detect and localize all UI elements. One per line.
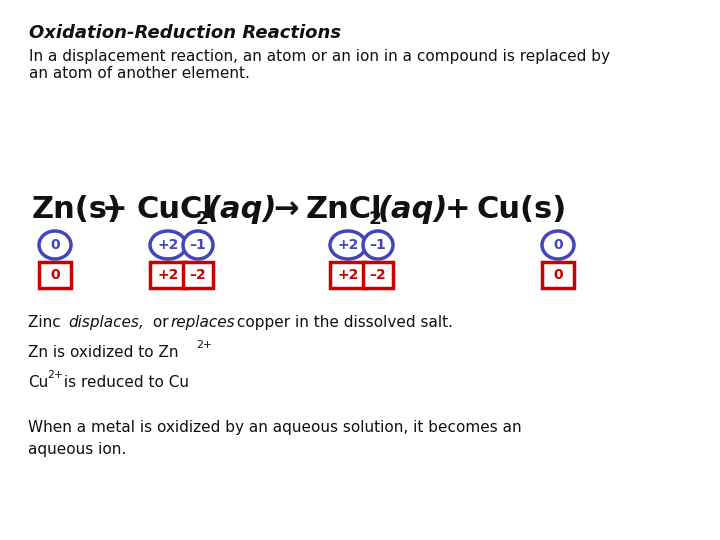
Ellipse shape: [363, 231, 393, 259]
Text: +2: +2: [337, 238, 359, 252]
Text: Zn(s): Zn(s): [32, 195, 122, 225]
Text: –2: –2: [369, 268, 387, 282]
Text: –1: –1: [369, 238, 387, 252]
Text: or: or: [148, 315, 174, 330]
FancyBboxPatch shape: [39, 262, 71, 288]
Text: 2: 2: [196, 210, 209, 228]
FancyBboxPatch shape: [363, 262, 393, 288]
Text: Zinc: Zinc: [28, 315, 66, 330]
Text: Cu(s): Cu(s): [477, 195, 567, 225]
Text: CuCl: CuCl: [136, 195, 213, 225]
Text: Oxidation-Reduction Reactions: Oxidation-Reduction Reactions: [29, 24, 341, 42]
Text: +2: +2: [337, 268, 359, 282]
Ellipse shape: [183, 231, 213, 259]
Text: 0: 0: [553, 238, 563, 252]
Text: 0: 0: [50, 238, 60, 252]
Text: 0: 0: [553, 268, 563, 282]
FancyBboxPatch shape: [183, 262, 213, 288]
Text: (aq): (aq): [207, 195, 277, 225]
Text: –2: –2: [189, 268, 207, 282]
Text: 2+: 2+: [47, 370, 63, 380]
Ellipse shape: [150, 231, 186, 259]
Text: –1: –1: [189, 238, 207, 252]
Text: displaces,: displaces,: [68, 315, 144, 330]
Text: aqueous ion.: aqueous ion.: [28, 442, 126, 457]
Text: (aq): (aq): [378, 195, 449, 225]
Text: →: →: [274, 195, 299, 225]
Text: ZnCl: ZnCl: [306, 195, 382, 225]
Text: When a metal is oxidized by an aqueous solution, it becomes an: When a metal is oxidized by an aqueous s…: [28, 420, 521, 435]
Text: is reduced to Cu: is reduced to Cu: [59, 375, 189, 390]
Text: +: +: [102, 195, 128, 225]
Text: an atom of another element.: an atom of another element.: [29, 66, 250, 81]
Text: replaces: replaces: [170, 315, 235, 330]
FancyBboxPatch shape: [542, 262, 574, 288]
Text: +2: +2: [157, 238, 179, 252]
Text: Zn is oxidized to Zn: Zn is oxidized to Zn: [28, 345, 179, 360]
Text: +2: +2: [157, 268, 179, 282]
Text: 2+: 2+: [196, 340, 212, 350]
Text: +: +: [445, 195, 471, 225]
FancyBboxPatch shape: [330, 262, 366, 288]
Ellipse shape: [39, 231, 71, 259]
Text: 2: 2: [368, 210, 381, 228]
Text: In a displacement reaction, an atom or an ion in a compound is replaced by: In a displacement reaction, an atom or a…: [29, 49, 610, 64]
Text: copper in the dissolved salt.: copper in the dissolved salt.: [232, 315, 453, 330]
Text: Cu: Cu: [28, 375, 48, 390]
Ellipse shape: [330, 231, 366, 259]
FancyBboxPatch shape: [150, 262, 186, 288]
Ellipse shape: [542, 231, 574, 259]
Text: 0: 0: [50, 268, 60, 282]
